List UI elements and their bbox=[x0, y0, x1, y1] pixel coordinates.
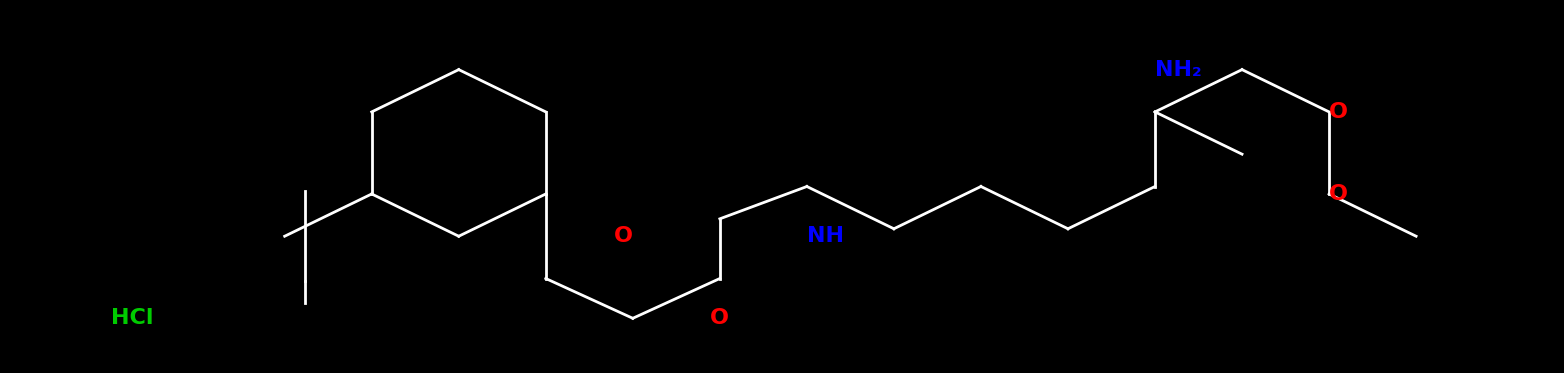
Text: O: O bbox=[710, 308, 729, 328]
Text: O: O bbox=[613, 226, 633, 246]
Text: O: O bbox=[1329, 102, 1348, 122]
Text: NH: NH bbox=[807, 226, 845, 246]
Text: NH₂: NH₂ bbox=[1154, 60, 1201, 79]
Text: HCl: HCl bbox=[111, 308, 153, 328]
Text: O: O bbox=[1329, 184, 1348, 204]
